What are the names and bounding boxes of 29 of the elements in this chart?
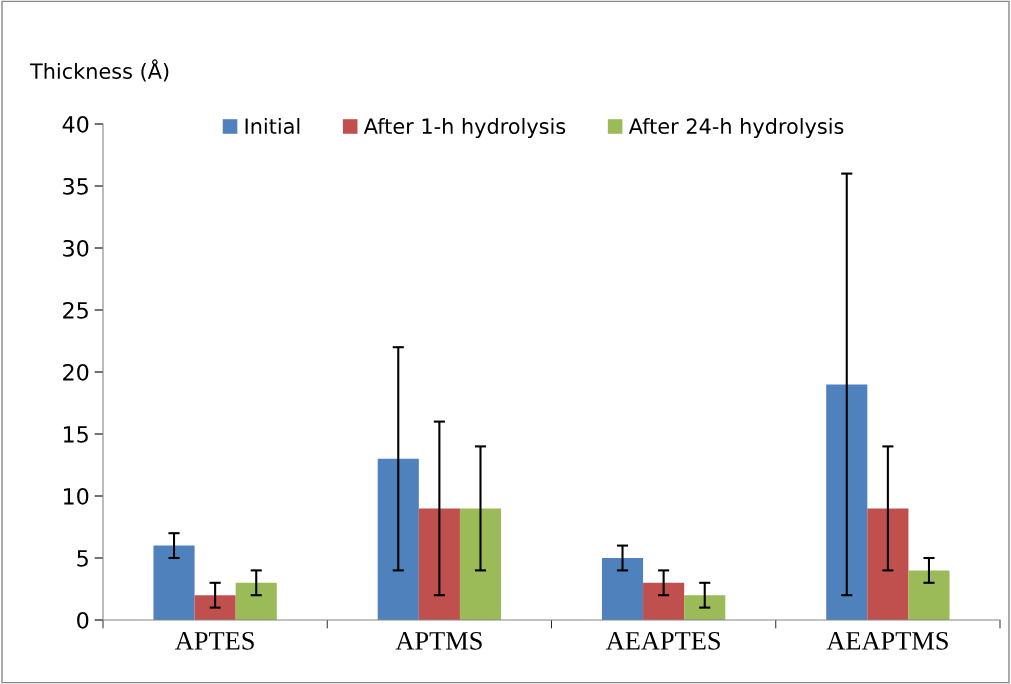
legend-label: After 24-h hydrolysis xyxy=(628,117,844,139)
bar xyxy=(684,595,726,620)
bar xyxy=(153,545,195,620)
y-tick-label: 20 xyxy=(63,363,89,381)
y-tick-label: 10 xyxy=(63,487,89,505)
y-tick-label: 25 xyxy=(63,301,88,319)
legend-label: After 1-h hydrolysis xyxy=(363,117,566,139)
bar xyxy=(377,458,419,620)
y-tick-label: 30 xyxy=(63,239,89,257)
bar xyxy=(867,508,909,620)
bar xyxy=(908,570,950,620)
y-axis-title: Thickness (Å) xyxy=(29,59,169,82)
y-tick-label: 40 xyxy=(62,115,89,133)
bar xyxy=(601,558,644,620)
x-tick-label: APTES xyxy=(175,631,254,650)
x-tick-label: AEAPTMS xyxy=(826,631,948,650)
y-tick-label: 35 xyxy=(63,177,88,195)
bar xyxy=(643,582,685,620)
x-tick-label: AEAPTES xyxy=(605,631,720,650)
bar xyxy=(194,595,236,620)
legend-label: Initial xyxy=(245,117,300,135)
bar xyxy=(235,582,277,620)
bar xyxy=(459,508,502,620)
x-tick-label: APTMS xyxy=(395,631,482,650)
bar xyxy=(826,384,868,620)
bar xyxy=(418,508,460,620)
y-tick-label: 15 xyxy=(63,426,88,443)
y-tick-label: 0 xyxy=(77,611,89,629)
y-tick-label: 5 xyxy=(77,550,88,567)
